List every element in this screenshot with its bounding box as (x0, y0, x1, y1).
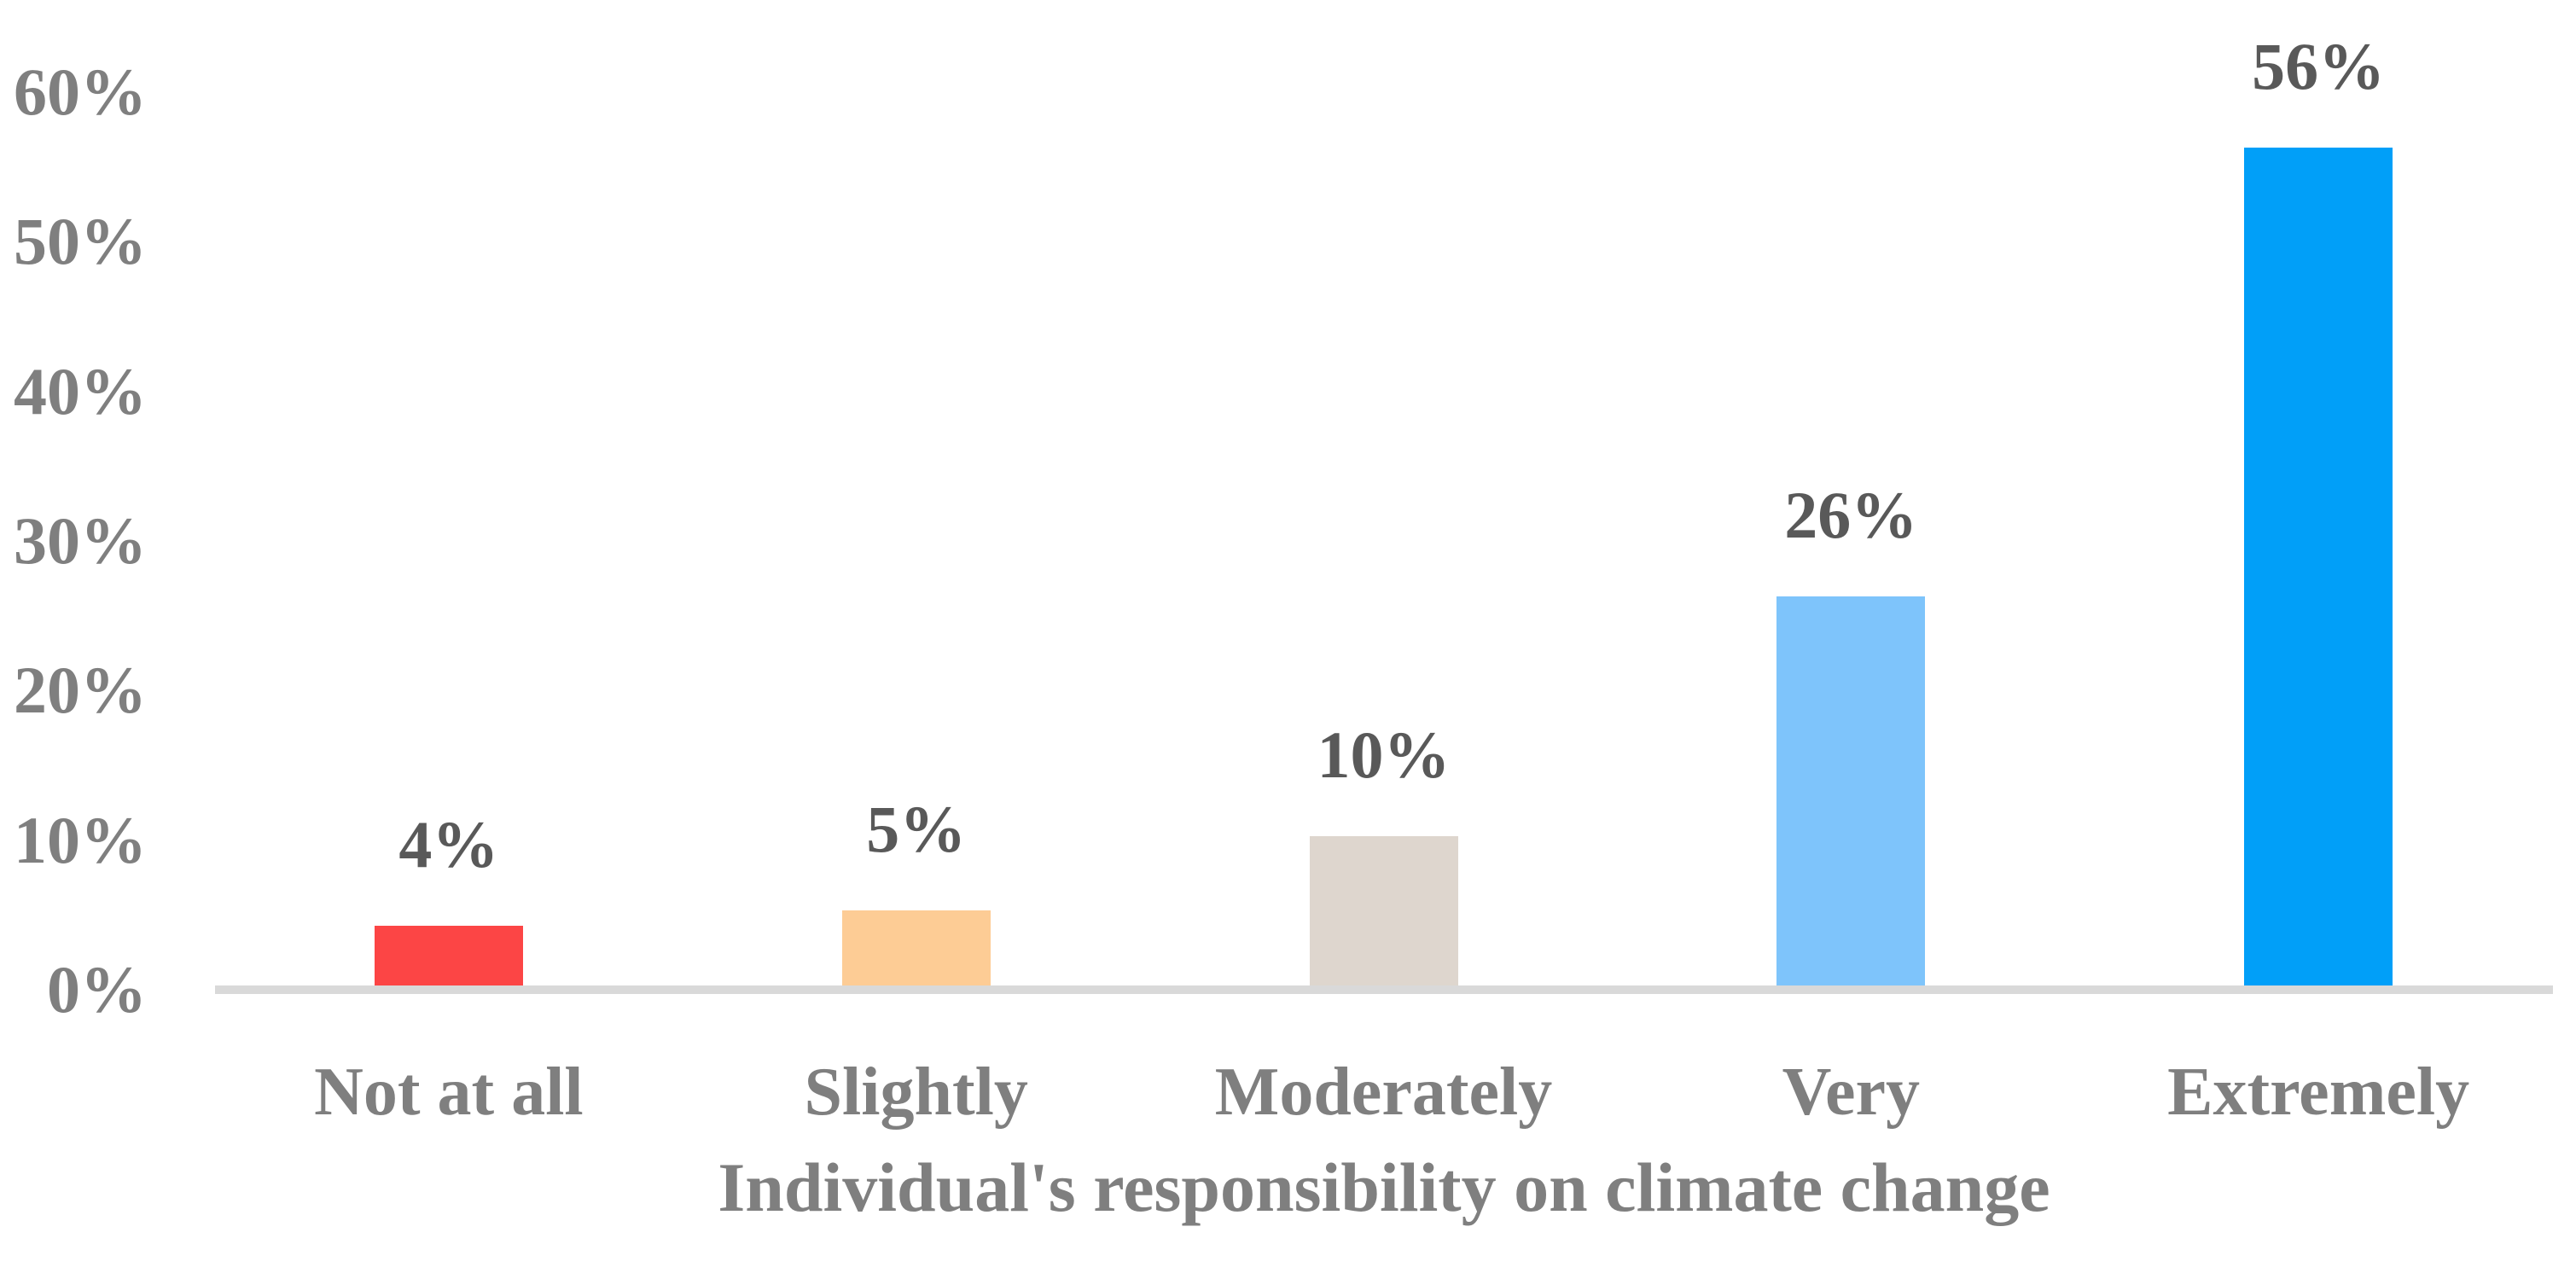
data-label-moderately: 10% (1317, 717, 1451, 792)
bar-moderately (1309, 835, 1458, 985)
data-label-extremely: 56% (2252, 29, 2386, 104)
x-category-label-not-at-all: Not at all (314, 1055, 584, 1130)
data-label-very: 26% (1784, 478, 1918, 553)
y-tick-label: 40% (14, 353, 147, 428)
x-axis-title: Individual's responsibility on climate c… (718, 1148, 2050, 1226)
x-category-label-extremely: Extremely (2167, 1055, 2470, 1130)
y-tick-label: 10% (14, 802, 147, 877)
y-tick-label: 30% (14, 503, 147, 578)
bar-slightly (841, 910, 991, 985)
x-axis-line (215, 985, 2553, 994)
plot-area (215, 88, 2552, 985)
x-category-label-slightly: Slightly (804, 1055, 1028, 1130)
y-tick-label: 20% (14, 653, 147, 728)
bar-very (1776, 596, 1926, 985)
x-category-label-very: Very (1782, 1055, 1921, 1130)
bar-not-at-all (374, 925, 523, 985)
data-label-slightly: 5% (866, 792, 967, 867)
y-tick-label: 0% (47, 952, 147, 1026)
data-label-not-at-all: 4% (398, 806, 499, 881)
bar-extremely (2244, 148, 2393, 985)
y-tick-label: 60% (14, 55, 147, 129)
y-tick-label: 50% (14, 204, 147, 279)
y-axis: 0% 10% 20% 30% 40% 50% 60% (0, 0, 147, 1279)
x-category-label-moderately: Moderately (1214, 1055, 1553, 1130)
